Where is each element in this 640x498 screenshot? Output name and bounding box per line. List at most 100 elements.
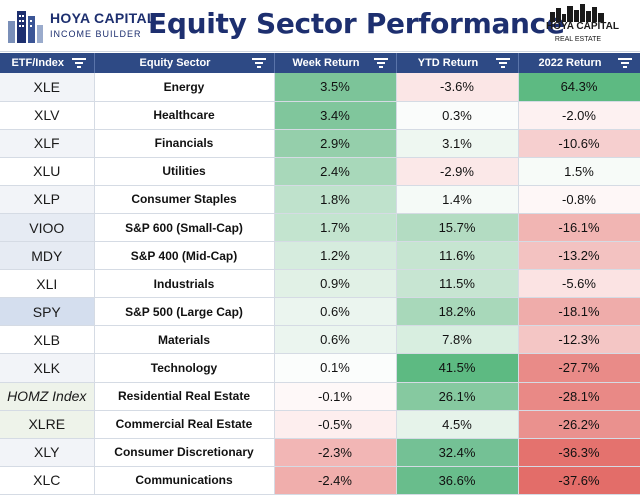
table-row: XLE Energy 3.5% -3.6% 64.3%: [0, 73, 640, 102]
return-2022-cell: -16.1%: [518, 213, 640, 243]
etf-cell: XLC: [0, 466, 95, 495]
column-header-week-return[interactable]: Week Return: [274, 53, 397, 73]
ytd-return-cell: 7.8%: [396, 325, 519, 355]
sector-cell: S&P 400 (Mid-Cap): [94, 241, 275, 271]
etf-cell: XLV: [0, 101, 95, 130]
week-return-cell: -2.3%: [274, 438, 397, 467]
return-2022-cell: -0.8%: [518, 185, 640, 214]
week-return-cell: 2.4%: [274, 157, 397, 186]
sector-cell: Consumer Discretionary: [94, 438, 275, 467]
ytd-return-cell: 1.4%: [396, 185, 519, 214]
hoya-capital-income-builder-logo: HOYA CAPITAL INCOME BUILDER: [6, 5, 155, 47]
week-return-cell: 3.4%: [274, 101, 397, 130]
sector-cell: Materials: [94, 325, 275, 355]
table-row: XLP Consumer Staples 1.8% 1.4% -0.8%: [0, 185, 640, 214]
ytd-return-cell: 3.1%: [396, 129, 519, 158]
ytd-return-cell: -2.9%: [396, 157, 519, 186]
column-header-ytd-return[interactable]: YTD Return: [396, 53, 519, 73]
return-2022-cell: -12.3%: [518, 325, 640, 355]
table-row: XLF Financials 2.9% 3.1% -10.6%: [0, 129, 640, 158]
filter-icon[interactable]: [251, 58, 266, 68]
return-2022-cell: 64.3%: [518, 73, 640, 102]
sector-cell: S&P 600 (Small-Cap): [94, 213, 275, 243]
week-return-cell: -2.4%: [274, 466, 397, 495]
left-logo-line1: HOYA CAPITAL: [50, 10, 156, 26]
ytd-return-cell: 18.2%: [396, 297, 519, 327]
ytd-return-cell: 26.1%: [396, 382, 519, 411]
week-return-cell: 0.6%: [274, 325, 397, 355]
table-row: HOMZ Index Residential Real Estate -0.1% 26…: [0, 382, 640, 411]
week-return-cell: 1.8%: [274, 185, 397, 214]
week-return-cell: -0.5%: [274, 410, 397, 439]
page-title: Equity Sector Performance: [148, 7, 565, 40]
return-2022-cell: -10.6%: [518, 129, 640, 158]
week-return-cell: 1.7%: [274, 213, 397, 243]
etf-cell: XLY: [0, 438, 95, 467]
ytd-return-cell: 4.5%: [396, 410, 519, 439]
etf-cell: XLB: [0, 325, 95, 355]
etf-cell: XLI: [0, 269, 95, 299]
etf-cell: XLU: [0, 157, 95, 186]
sector-cell: Commercial Real Estate: [94, 410, 275, 439]
table-row: XLC Communications -2.4% 36.6% -37.6%: [0, 466, 640, 495]
filter-icon[interactable]: [71, 58, 86, 68]
week-return-cell: 2.9%: [274, 129, 397, 158]
return-2022-cell: -18.1%: [518, 297, 640, 327]
ytd-return-cell: 36.6%: [396, 466, 519, 495]
skyline-icon: [550, 4, 604, 22]
right-logo-line1: HOYA CAPITAL: [546, 21, 619, 32]
etf-cell: XLE: [0, 73, 95, 102]
table-row: XLRE Commercial Real Estate -0.5% 4.5% -26.2…: [0, 410, 640, 439]
return-2022-cell: -2.0%: [518, 101, 640, 130]
table-row: XLY Consumer Discretionary -2.3% 32.4% -36.3…: [0, 438, 640, 467]
return-2022-cell: -28.1%: [518, 382, 640, 411]
sector-cell: Financials: [94, 129, 275, 158]
return-2022-cell: 1.5%: [518, 157, 640, 186]
table-row: XLI Industrials 0.9% 11.5% -5.6%: [0, 269, 640, 299]
table-row: XLK Technology 0.1% 41.5% -27.7%: [0, 353, 640, 383]
table-row: SPY S&P 500 (Large Cap) 0.6% 18.2% -18.1%: [0, 297, 640, 327]
sector-performance-table: ETF/Index Equity Sector Week Return YTD …: [0, 53, 640, 495]
sector-cell: Utilities: [94, 157, 275, 186]
sector-cell: Residential Real Estate: [94, 382, 275, 411]
column-header-sector[interactable]: Equity Sector: [94, 53, 275, 73]
right-logo-line2: REAL ESTATE: [554, 36, 602, 43]
etf-cell: XLRE: [0, 410, 95, 439]
etf-cell: SPY: [0, 297, 95, 327]
table-header-row: ETF/Index Equity Sector Week Return YTD …: [0, 53, 640, 73]
filter-icon[interactable]: [495, 58, 510, 68]
filter-icon[interactable]: [617, 58, 632, 68]
ytd-return-cell: 32.4%: [396, 438, 519, 467]
etf-cell: XLK: [0, 353, 95, 383]
header-bar: HOYA CAPITAL INCOME BUILDER Equity Secto…: [0, 0, 640, 52]
left-logo-line2: INCOME BUILDER: [50, 29, 142, 39]
table-row: MDY S&P 400 (Mid-Cap) 1.2% 11.6% -13.2%: [0, 241, 640, 271]
table-row: XLV Healthcare 3.4% 0.3% -2.0%: [0, 101, 640, 130]
building-icon: [8, 11, 43, 43]
etf-cell: XLF: [0, 129, 95, 158]
table-row: VIOO S&P 600 (Small-Cap) 1.7% 15.7% -16.1%: [0, 213, 640, 243]
ytd-return-cell: 11.5%: [396, 269, 519, 299]
sector-cell: Industrials: [94, 269, 275, 299]
ytd-return-cell: 11.6%: [396, 241, 519, 271]
filter-icon[interactable]: [373, 58, 388, 68]
return-2022-cell: -5.6%: [518, 269, 640, 299]
etf-cell: MDY: [0, 241, 95, 271]
column-header-2022-return[interactable]: 2022 Return: [518, 53, 640, 73]
etf-cell: XLP: [0, 185, 95, 214]
ytd-return-cell: -3.6%: [396, 73, 519, 102]
return-2022-cell: -37.6%: [518, 466, 640, 495]
ytd-return-cell: 41.5%: [396, 353, 519, 383]
week-return-cell: 0.6%: [274, 297, 397, 327]
week-return-cell: 0.9%: [274, 269, 397, 299]
ytd-return-cell: 15.7%: [396, 213, 519, 243]
etf-cell: VIOO: [0, 213, 95, 243]
sector-cell: S&P 500 (Large Cap): [94, 297, 275, 327]
week-return-cell: 1.2%: [274, 241, 397, 271]
column-header-etf[interactable]: ETF/Index: [0, 53, 95, 73]
table-row: XLB Materials 0.6% 7.8% -12.3%: [0, 325, 640, 355]
week-return-cell: 3.5%: [274, 73, 397, 102]
week-return-cell: 0.1%: [274, 353, 397, 383]
return-2022-cell: -13.2%: [518, 241, 640, 271]
return-2022-cell: -26.2%: [518, 410, 640, 439]
